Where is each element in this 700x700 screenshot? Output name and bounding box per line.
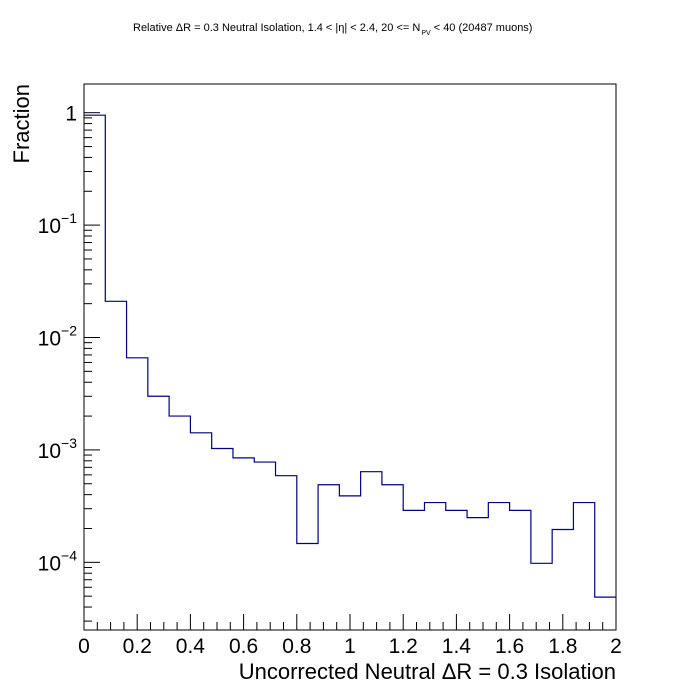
x-tick-label: 0.8 [282,635,311,658]
histogram-bin [254,462,275,630]
histogram-bin [488,503,509,630]
y-minor-ticks [84,117,92,622]
chart-title-main: Relative ΔR = 0.3 Neutral Isolation, 1.4… [133,22,420,34]
histogram-bin [212,448,233,630]
histogram-bins [84,115,616,630]
histogram-bin [148,396,169,630]
y-tick-label: 10−3 [38,435,78,463]
histogram-bin [424,503,445,630]
svg-text:Relative ΔR = 0.3 Neutral Isol: Relative ΔR = 0.3 Neutral Isolation, 1.4… [133,22,532,37]
y-axis-label: Fraction [9,84,34,163]
x-tick-label: 1 [344,635,356,658]
x-tick-label: 1.8 [548,635,577,658]
histogram-bin [573,503,594,630]
histogram-bin [531,563,552,630]
histogram-series-line [84,114,616,598]
histogram-bin [297,544,318,630]
histogram-bin [552,529,573,630]
chart-title: Relative ΔR = 0.3 Neutral Isolation, 1.4… [133,22,532,37]
histogram-bin [339,496,360,630]
x-tick-label: 1.2 [389,635,418,658]
x-major-ticks [83,614,617,630]
histogram-bin [510,510,531,630]
x-tick-label: 0.6 [229,635,258,658]
histogram-bin [233,458,254,630]
histogram-bin [84,115,105,630]
histogram-bin [127,358,148,630]
x-tick-label: 1.6 [495,635,524,658]
y-tick-label: 10−1 [38,210,78,238]
x-tick-label: 1.4 [442,635,472,658]
x-tick-label: 0.4 [176,635,206,658]
y-major-ticks [84,112,100,563]
x-tick-labels: 0 0.2 0.4 0.6 0.8 1 1.2 1.4 1.6 1.8 2 [78,635,622,658]
y-tick-label: 1 [65,103,77,126]
x-tick-label: 2 [610,635,622,658]
histogram-bin [318,485,339,630]
histogram-bin [595,597,616,630]
x-axis-label: Uncorrected Neutral ΔR = 0.3 Isolation [239,659,616,684]
chart-title-subscript: PV [421,30,431,37]
histogram-bin [467,518,488,630]
histogram-bin [105,301,126,630]
x-tick-label: 0.2 [123,635,152,658]
histogram-bin [446,510,467,630]
x-tick-label: 0 [78,635,90,658]
histogram-bin [361,472,382,630]
y-tick-label: 10−2 [38,323,78,351]
histogram-bin [190,433,211,630]
x-minor-ticks [96,622,604,630]
histogram-bin [276,476,297,630]
histogram-bin [382,485,403,630]
chart-title-tail: < 40 (20487 muons) [431,22,533,34]
histogram-bin [403,510,424,630]
y-tick-label: 10−4 [38,547,78,575]
y-tick-labels: 1 10−1 10−2 10−3 10−4 [38,103,78,576]
histogram-bin [169,416,190,630]
